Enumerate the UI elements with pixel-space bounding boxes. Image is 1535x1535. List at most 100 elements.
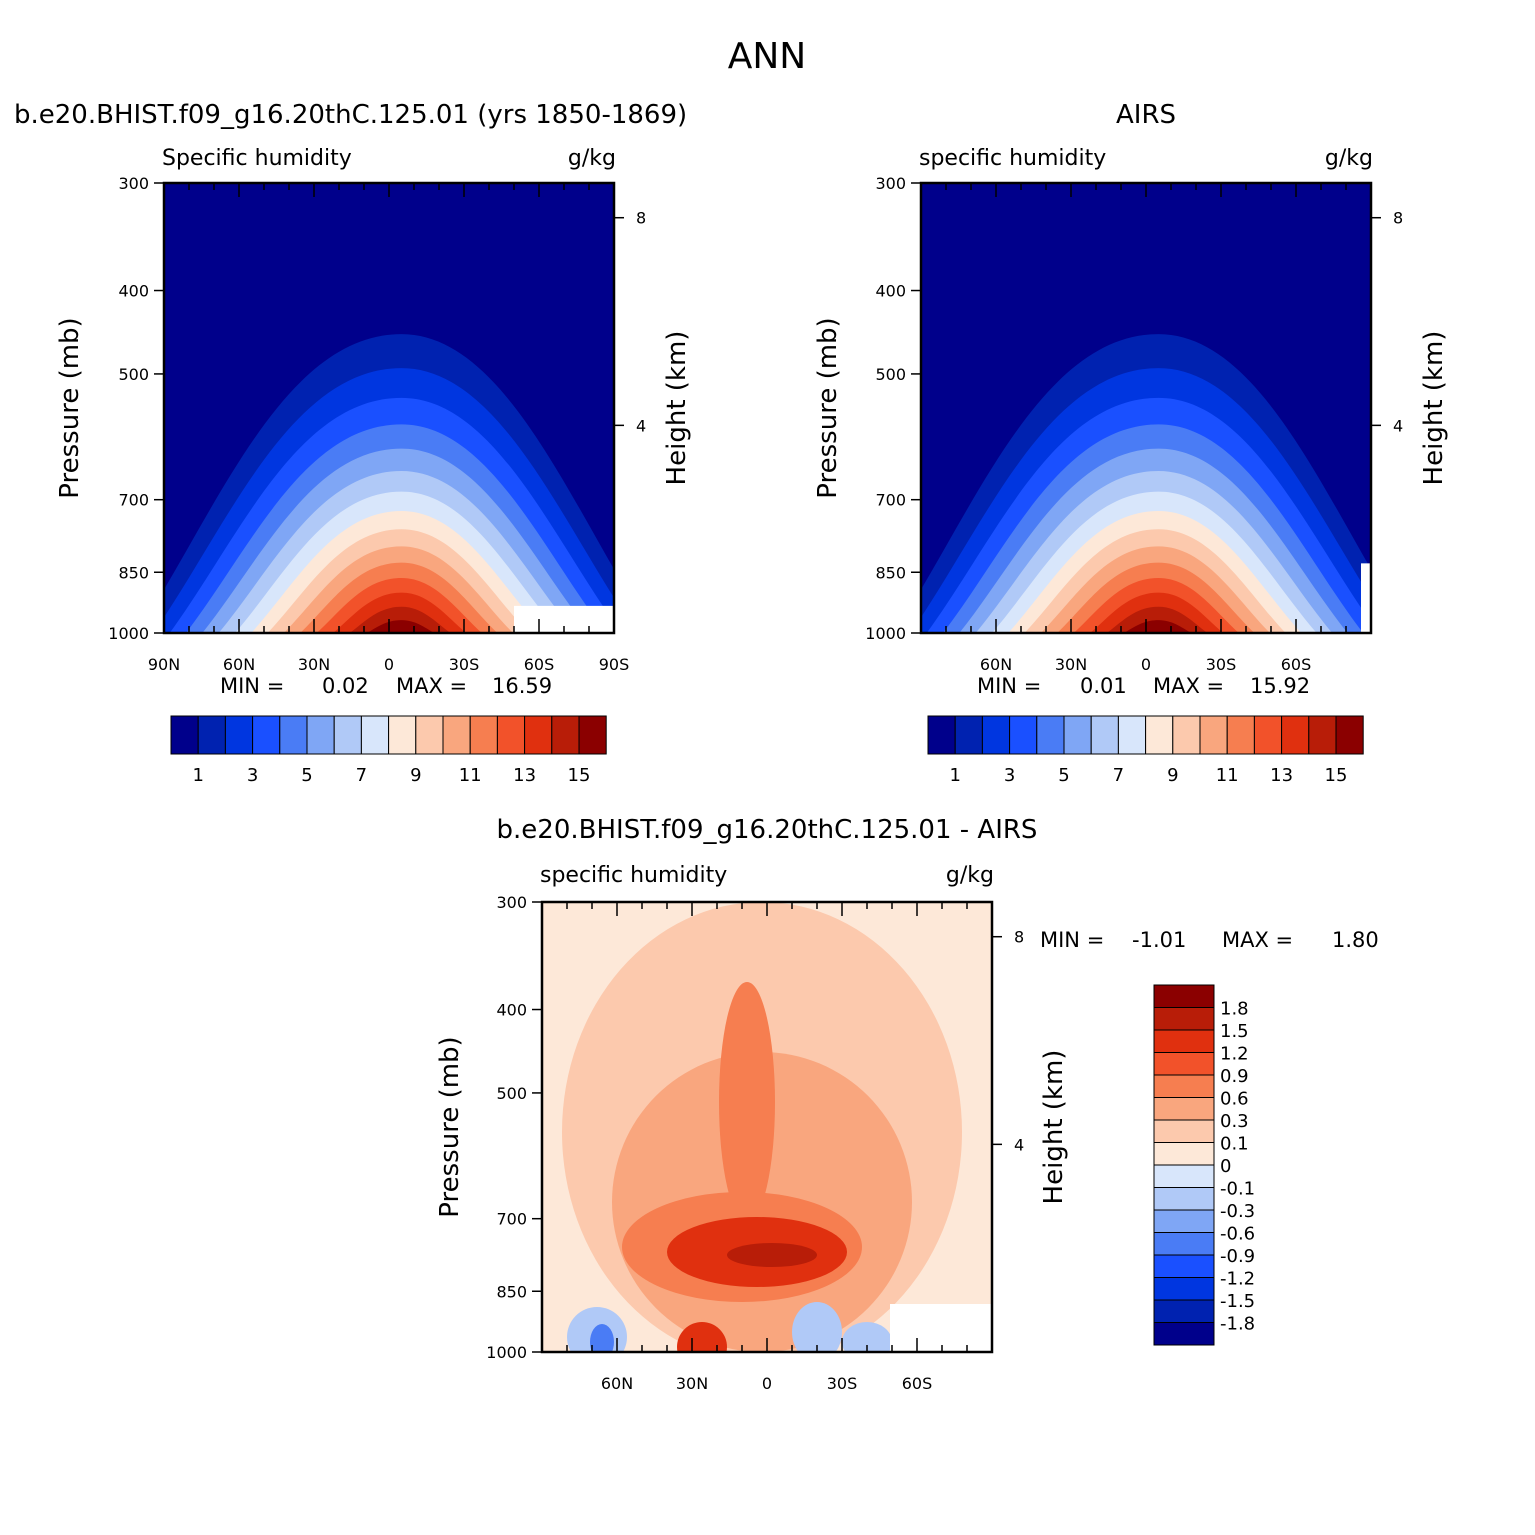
obs-min-label: MIN = [977, 674, 1041, 698]
obs-contours [921, 183, 1371, 633]
obs-y2label: Height (km) [1419, 331, 1449, 486]
x-tick-label: 0 [762, 1374, 772, 1393]
colorbar-label: 1.5 [1220, 1021, 1249, 1042]
colorbar-label: 1.2 [1220, 1044, 1249, 1065]
contour-negative-4 [842, 1322, 892, 1352]
model-min-label: MIN = [220, 674, 284, 698]
colorbar-box [1253, 715, 1283, 755]
x-tick-label: 60S [902, 1374, 933, 1393]
colorbar-label: -1.2 [1220, 1269, 1255, 1290]
y2-tick-label: 8 [636, 209, 646, 228]
colorbar-label: -1.5 [1220, 1291, 1255, 1312]
y-tick-label: 400 [118, 282, 149, 301]
x-tick-label: 60N [223, 655, 255, 674]
obs-max-label: MAX = [1153, 674, 1224, 698]
colorbar-label: 0.3 [1220, 1111, 1249, 1132]
y-tick-label: 700 [875, 491, 906, 510]
contour-level-5 [727, 1243, 817, 1267]
colorbar-box [1153, 1052, 1215, 1076]
model-panel: b.e20.BHIST.f09_g16.20thC.125.01 (yrs 18… [14, 100, 692, 786]
contour-level-15 [1123, 620, 1192, 633]
colorbar-label: -0.6 [1220, 1224, 1255, 1245]
colorbar-box [496, 715, 526, 755]
diff-max-value: 1.80 [1332, 928, 1379, 952]
obs-axes: 60N 30N 0 30S 60S 300 400 500 700 850 1000 8 4 [865, 174, 1403, 674]
colorbar-label: -0.3 [1220, 1201, 1255, 1222]
x-tick-label: 30N [676, 1374, 708, 1393]
colorbar-label: 11 [1216, 765, 1239, 786]
model-max-label: MAX = [396, 674, 467, 698]
diff-axes: 60N 30N 0 30S 60S 300 400 500 700 850 1000 8 4 [486, 893, 1024, 1393]
x-tick-label: 30N [298, 655, 330, 674]
colorbar-box [1281, 715, 1310, 755]
colorbar-label: 1 [192, 765, 203, 786]
y-tick-label: 500 [118, 365, 149, 384]
y2-tick-label: 4 [1014, 1135, 1024, 1154]
colorbar-box [1153, 1322, 1215, 1346]
obs-min-value: 0.01 [1080, 674, 1127, 698]
x-tick-label: 60S [524, 655, 555, 674]
diff-y2label: Height (km) [1039, 1050, 1069, 1205]
colorbar-box [1153, 1299, 1215, 1323]
model-min-value: 0.02 [322, 674, 369, 698]
colorbar-box [1153, 1232, 1215, 1256]
colorbar-box [1335, 715, 1364, 755]
colorbar-label: 7 [356, 765, 367, 786]
colorbar-box [1153, 1209, 1215, 1233]
y-tick-label: 850 [875, 563, 906, 582]
y-tick-label: 500 [875, 365, 906, 384]
model-axes: 90N 60N 30N 0 30S 60S 90S 300 400 500 700 850 1000 8 4 [108, 174, 646, 674]
obs-colorbar: 1 3 5 7 9 11 13 15 [927, 715, 1364, 786]
x-tick-label: 60N [980, 655, 1012, 674]
missing-data-area [890, 1304, 992, 1352]
colorbar-label: 9 [410, 765, 421, 786]
contour-level-14 [1106, 606, 1208, 633]
x-tick-label: 60N [601, 1374, 633, 1393]
x-tick-label: 90S [599, 655, 630, 674]
colorbar-box [1153, 984, 1215, 1008]
x-tick-label: 30S [1206, 655, 1237, 674]
page-title: ANN [728, 36, 807, 77]
y-tick-label: 1000 [486, 1343, 527, 1362]
colorbar-box [954, 715, 983, 755]
colorbar-box [524, 715, 553, 755]
colorbar-label: -0.9 [1220, 1246, 1255, 1267]
colorbar-label: 5 [301, 765, 312, 786]
y-tick-label: 300 [875, 174, 906, 193]
contour-level-4-surface [677, 1322, 727, 1352]
y-tick-label: 400 [875, 282, 906, 301]
colorbar-label: -1.8 [1220, 1314, 1255, 1335]
colorbar-label: 11 [459, 765, 482, 786]
colorbar-box [388, 715, 417, 755]
y-tick-label: 850 [118, 563, 149, 582]
x-tick-label: 0 [1141, 655, 1151, 674]
colorbar-box [252, 715, 281, 755]
colorbar-box [442, 715, 471, 755]
colorbar-box [1153, 1074, 1215, 1098]
colorbar-label: 0 [1220, 1156, 1231, 1177]
colorbar-box [1172, 715, 1201, 755]
colorbar-label: -0.1 [1220, 1179, 1255, 1200]
colorbar-box [469, 715, 498, 755]
x-tick-label: 30S [449, 655, 480, 674]
x-tick-label: 30S [827, 1374, 858, 1393]
colorbar-box [224, 715, 254, 755]
diff-left-label: specific humidity [540, 863, 727, 888]
colorbar-box [1117, 715, 1147, 755]
colorbar-label: 3 [247, 765, 258, 786]
diff-min-label: MIN = [1040, 928, 1104, 952]
obs-units-label: g/kg [1325, 146, 1373, 171]
y2-tick-label: 4 [636, 416, 646, 435]
colorbar-box [1145, 715, 1174, 755]
colorbar-label: 1.8 [1220, 999, 1249, 1020]
y-tick-label: 400 [496, 1001, 527, 1020]
colorbar-box [333, 715, 362, 755]
colorbar-box [170, 715, 199, 755]
y-tick-label: 700 [118, 491, 149, 510]
y2-tick-label: 8 [1014, 928, 1024, 947]
contour-level-15 [366, 620, 435, 633]
colorbar-box [1153, 1142, 1215, 1166]
colorbar-box [1153, 1164, 1215, 1188]
colorbar-box [551, 715, 580, 755]
colorbar-label: 7 [1113, 765, 1124, 786]
